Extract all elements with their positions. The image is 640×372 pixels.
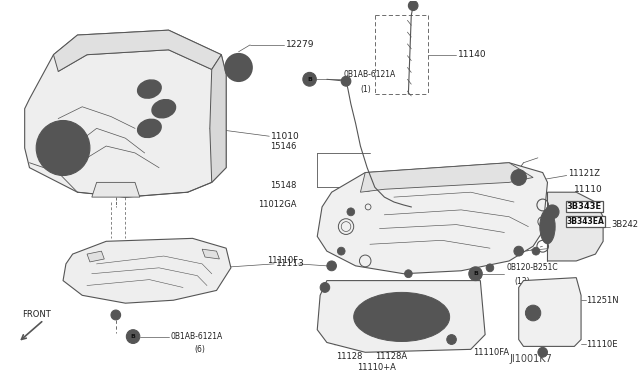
Ellipse shape	[229, 58, 248, 77]
Circle shape	[36, 121, 90, 176]
Circle shape	[469, 267, 483, 280]
Text: B: B	[473, 271, 478, 276]
Text: 11010: 11010	[271, 132, 300, 141]
Polygon shape	[518, 278, 581, 346]
Polygon shape	[92, 182, 140, 197]
Text: 3B343EA: 3B343EA	[566, 217, 605, 226]
Circle shape	[525, 305, 541, 321]
Text: FRONT: FRONT	[22, 311, 51, 320]
Polygon shape	[54, 30, 221, 71]
Text: 11110F: 11110F	[267, 256, 298, 266]
Ellipse shape	[540, 209, 555, 244]
Text: 0B1AB-6121A: 0B1AB-6121A	[170, 332, 223, 341]
Text: 3B242: 3B242	[612, 220, 639, 229]
Circle shape	[538, 347, 547, 357]
Ellipse shape	[138, 119, 161, 138]
Text: B: B	[131, 334, 136, 339]
Polygon shape	[317, 163, 547, 274]
Text: JI1001K7: JI1001K7	[509, 354, 552, 364]
Ellipse shape	[138, 80, 161, 98]
Text: 0B120-B251C: 0B120-B251C	[506, 263, 558, 272]
Polygon shape	[63, 238, 231, 303]
Ellipse shape	[225, 54, 252, 81]
Circle shape	[126, 330, 140, 343]
Text: 3B343E: 3B343E	[566, 202, 602, 211]
Text: (6): (6)	[195, 345, 205, 354]
Circle shape	[511, 170, 526, 185]
Circle shape	[111, 310, 120, 320]
Circle shape	[54, 138, 73, 158]
Ellipse shape	[141, 83, 157, 95]
Text: 11113: 11113	[276, 259, 305, 268]
Text: 15146: 15146	[270, 141, 296, 151]
Polygon shape	[547, 192, 603, 261]
Text: 11110+A: 11110+A	[357, 363, 396, 372]
Circle shape	[545, 205, 559, 219]
Circle shape	[514, 246, 524, 256]
Circle shape	[347, 208, 355, 216]
Circle shape	[408, 1, 418, 10]
Polygon shape	[360, 163, 533, 192]
Ellipse shape	[156, 103, 172, 115]
Circle shape	[327, 261, 337, 271]
Polygon shape	[87, 251, 104, 262]
Text: 11110: 11110	[574, 185, 603, 194]
Circle shape	[303, 73, 316, 86]
Text: 12279: 12279	[285, 41, 314, 49]
Ellipse shape	[152, 100, 175, 118]
Circle shape	[486, 264, 494, 272]
Text: (13): (13)	[514, 277, 529, 286]
Text: 0B1AB-6121A: 0B1AB-6121A	[343, 70, 396, 79]
Circle shape	[341, 76, 351, 86]
Ellipse shape	[141, 122, 157, 134]
Text: 11140: 11140	[458, 50, 487, 59]
Text: 15148: 15148	[270, 181, 296, 190]
Ellipse shape	[354, 292, 450, 341]
Text: 11110FA: 11110FA	[473, 348, 509, 357]
Circle shape	[532, 247, 540, 255]
Polygon shape	[25, 30, 226, 197]
Ellipse shape	[543, 214, 552, 239]
Text: 11012GA: 11012GA	[258, 201, 296, 209]
Text: 11251N: 11251N	[586, 296, 618, 305]
Circle shape	[447, 334, 456, 344]
Circle shape	[404, 270, 412, 278]
Text: 11110F: 11110F	[554, 244, 586, 253]
Circle shape	[44, 128, 82, 168]
Polygon shape	[317, 280, 485, 352]
Polygon shape	[202, 249, 220, 259]
Text: 11110E: 11110E	[586, 340, 618, 349]
Text: B: B	[307, 77, 312, 82]
Circle shape	[337, 247, 345, 255]
Text: 11128A: 11128A	[375, 352, 407, 361]
Circle shape	[320, 283, 330, 292]
Text: 11128: 11128	[337, 352, 363, 361]
Text: 11121Z: 11121Z	[568, 169, 600, 178]
Polygon shape	[210, 55, 226, 182]
Ellipse shape	[364, 299, 439, 334]
Text: (1): (1)	[360, 84, 371, 94]
